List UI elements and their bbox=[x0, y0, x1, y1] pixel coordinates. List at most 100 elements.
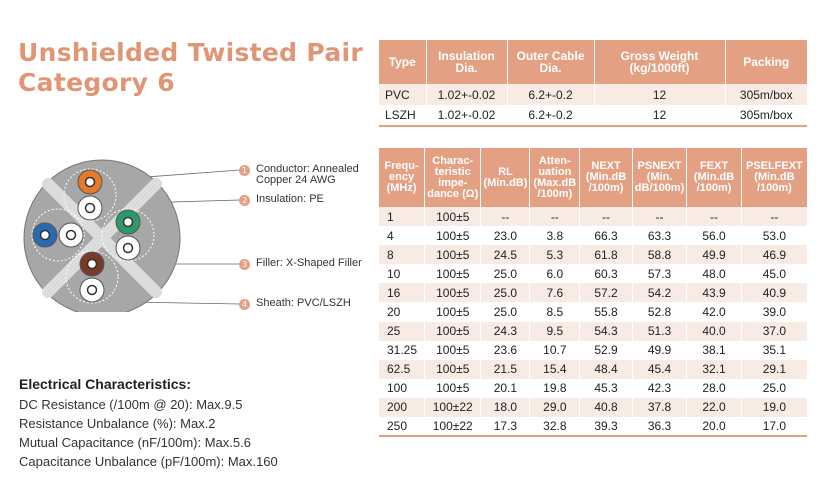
table-cell: 25.0 bbox=[480, 264, 530, 284]
product-spec-table: Type Insulation Dia. Outer Cable Dia. Gross… bbox=[379, 40, 807, 127]
callout-label: Insulation: PE bbox=[256, 194, 324, 205]
callout-text: Conductor: Annealed bbox=[256, 163, 359, 175]
conductor-orange bbox=[77, 169, 103, 195]
table-cell: 31.25 bbox=[379, 340, 425, 360]
table-cell: 43.9 bbox=[686, 283, 742, 303]
product-table-header-cell: Packing bbox=[724, 40, 807, 84]
callout-text: Sheath: PVC/LSZH bbox=[256, 297, 351, 309]
table-cell: 54.3 bbox=[579, 321, 633, 341]
callout-text: Copper 24 AWG bbox=[256, 174, 336, 186]
table-cell: 37.8 bbox=[631, 397, 687, 418]
table-cell: 100±5 bbox=[424, 359, 481, 379]
table-cell: 20.0 bbox=[686, 417, 742, 438]
table-cell: 17.0 bbox=[740, 417, 807, 438]
table-cell: 25 bbox=[379, 321, 425, 341]
table-row: 200 100±22 18.0 29.0 40.8 37.8 22.0 19.0 bbox=[379, 397, 807, 418]
table-cell: 10.7 bbox=[529, 340, 580, 360]
table-cell: 42.0 bbox=[686, 302, 742, 322]
table-cell: 57.3 bbox=[631, 264, 687, 284]
table-cell: 100±5 bbox=[424, 378, 481, 398]
table-cell: 100±5 bbox=[424, 245, 481, 265]
table-cell: 45.0 bbox=[740, 264, 807, 284]
table-cell: 100±5 bbox=[424, 226, 481, 246]
table-cell: 17.3 bbox=[480, 417, 530, 438]
table-row: PVC 1.02+-0.02 6.2+-0.2 12 305m/box bbox=[379, 84, 807, 105]
table-cell: 58.8 bbox=[631, 245, 687, 265]
table-cell: LSZH bbox=[379, 105, 426, 127]
table-cell: 32.1 bbox=[686, 359, 742, 379]
table-cell: 39.3 bbox=[579, 417, 633, 438]
table-cell: 8 bbox=[379, 245, 425, 265]
page-title: Unshielded Twisted Pair Category 6 bbox=[18, 38, 363, 98]
table-cell: 200 bbox=[379, 397, 425, 418]
table-cell: PVC bbox=[379, 84, 426, 105]
table-row: 8 100±5 24.5 5.3 61.8 58.8 49.9 46.9 bbox=[379, 245, 807, 265]
performance-table-header-cell: RL (Min.dB) bbox=[480, 148, 530, 207]
callout-label: Conductor: Annealed Copper 24 AWG bbox=[256, 164, 359, 186]
table-cell: 6.2+-0.2 bbox=[506, 84, 594, 105]
table-row: 31.25 100±5 23.6 10.7 52.9 49.9 38.1 35.1 bbox=[379, 340, 807, 360]
title-line-2: Category 6 bbox=[18, 68, 175, 97]
table-cell: 7.6 bbox=[529, 283, 580, 303]
table-cell: -- bbox=[480, 207, 530, 227]
performance-table-header-cell: Frequ-ency (MHz) bbox=[379, 148, 425, 207]
performance-table-header-cell: Atten-uation (Max.dB/100m) bbox=[529, 148, 580, 207]
table-cell: 49.9 bbox=[686, 245, 742, 265]
table-cell: 51.3 bbox=[631, 321, 687, 341]
callout-number-badge: 3 bbox=[239, 259, 250, 270]
table-row: 250 100±22 17.3 32.8 39.3 36.3 20.0 17.0 bbox=[379, 417, 807, 438]
table-cell: 12 bbox=[593, 105, 725, 127]
title-line-1: Unshielded Twisted Pair bbox=[18, 38, 363, 67]
performance-table-header-cell: PSNEXT (Min. dB/100m) bbox=[631, 148, 687, 207]
cable-cross-section-diagram bbox=[23, 159, 241, 312]
table-cell: 100±5 bbox=[424, 283, 481, 303]
table-cell: 9.5 bbox=[529, 321, 580, 341]
table-cell: 16 bbox=[379, 283, 425, 303]
table-cell: 8.5 bbox=[529, 302, 580, 322]
performance-table-header-cell: NEXT (Min.dB/100m) bbox=[579, 148, 633, 207]
electrical-characteristic-line: Resistance Unbalance (%): Max.2 bbox=[19, 416, 216, 431]
performance-table-header-cell: Charac-teristic impe-dance (Ω) bbox=[424, 148, 481, 207]
table-cell: 63.3 bbox=[631, 226, 687, 246]
table-cell: 28.0 bbox=[686, 378, 742, 398]
product-table-header-cell: Gross Weight (kg/1000ft) bbox=[593, 40, 725, 84]
electrical-characteristic-line: Capacitance Unbalance (pF/100m): Max.160 bbox=[19, 454, 278, 469]
table-cell: 23.0 bbox=[480, 226, 530, 246]
table-cell: 5.3 bbox=[529, 245, 580, 265]
table-cell: 6.0 bbox=[529, 264, 580, 284]
table-cell: -- bbox=[686, 207, 742, 227]
table-cell: 29.0 bbox=[529, 397, 580, 418]
table-cell: 1.02+-0.02 bbox=[425, 105, 507, 127]
table-cell: 19.0 bbox=[740, 397, 807, 418]
table-cell: 66.3 bbox=[579, 226, 633, 246]
table-cell: 55.8 bbox=[579, 302, 633, 322]
table-cell: 12 bbox=[593, 84, 725, 105]
table-cell: 100 bbox=[379, 378, 425, 398]
table-cell: 29.1 bbox=[740, 359, 807, 379]
table-cell: 22.0 bbox=[686, 397, 742, 418]
conductor-green bbox=[115, 209, 141, 235]
table-cell: 52.8 bbox=[631, 302, 687, 322]
table-cell: 53.0 bbox=[740, 226, 807, 246]
table-cell: 24.5 bbox=[480, 245, 530, 265]
table-cell: 4 bbox=[379, 226, 425, 246]
table-cell: 42.3 bbox=[631, 378, 687, 398]
table-row: LSZH 1.02+-0.02 6.2+-0.2 12 305m/box bbox=[379, 105, 807, 127]
table-cell: 52.9 bbox=[579, 340, 633, 360]
table-cell: -- bbox=[579, 207, 633, 227]
table-cell: -- bbox=[631, 207, 687, 227]
table-cell: 57.2 bbox=[579, 283, 633, 303]
table-row: 16 100±5 25.0 7.6 57.2 54.2 43.9 40.9 bbox=[379, 283, 807, 303]
table-cell: 1 bbox=[379, 207, 425, 227]
electrical-characteristics-heading: Electrical Characteristics: bbox=[19, 376, 191, 392]
callout-text: Insulation: PE bbox=[256, 193, 324, 205]
table-cell: 21.5 bbox=[480, 359, 530, 379]
table-row: 62.5 100±5 21.5 15.4 48.4 45.4 32.1 29.1 bbox=[379, 359, 807, 379]
table-cell: 61.8 bbox=[579, 245, 633, 265]
table-cell: 100±5 bbox=[424, 207, 481, 227]
table-cell: 46.9 bbox=[740, 245, 807, 265]
table-cell: 10 bbox=[379, 264, 425, 284]
table-cell: 100±5 bbox=[424, 321, 481, 341]
product-table-header-cell: Outer Cable Dia. bbox=[506, 40, 594, 84]
callout-label: Sheath: PVC/LSZH bbox=[256, 298, 351, 309]
